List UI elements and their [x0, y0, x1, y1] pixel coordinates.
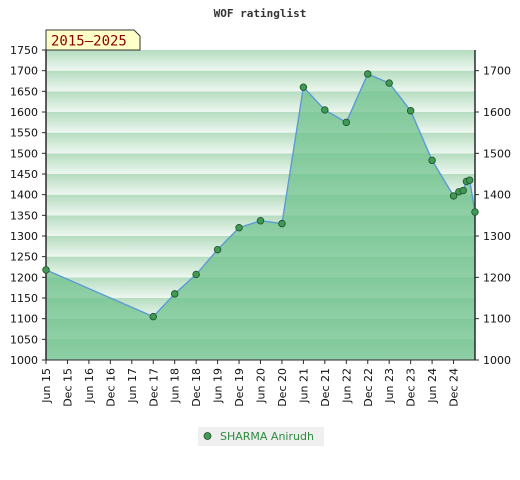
x-tick-label: Jun 15 [40, 368, 53, 404]
x-tick-label: Dec 16 [104, 368, 117, 407]
y-tick-label-left: 1400 [10, 189, 38, 202]
legend-series-name: SHARMA Anirudh [220, 430, 314, 443]
x-tick-label: Dec 24 [448, 368, 461, 407]
legend-box [198, 427, 324, 446]
y-tick-label-left: 1700 [10, 65, 38, 78]
y-tick-label-left: 1650 [10, 85, 38, 98]
legend-marker [203, 432, 212, 440]
data-point [170, 290, 179, 298]
y-tick-label-left: 1450 [10, 168, 38, 181]
x-tick-label: Dec 21 [319, 368, 332, 407]
y-tick-label-left: 1100 [10, 313, 38, 326]
area-fill [46, 73, 475, 361]
data-point [471, 208, 479, 216]
y-tick-label-left: 1550 [10, 127, 38, 140]
x-tick-label: Jun 18 [169, 368, 182, 404]
legend: SHARMA Anirudh [198, 427, 324, 446]
data-point [42, 266, 50, 274]
background-band [46, 70, 475, 92]
x-tick-label: Jun 21 [297, 368, 310, 404]
y-tick-label-right: 1200 [483, 271, 511, 284]
x-tick-label: Jun 24 [426, 368, 439, 404]
y-tick-label-right: 1000 [483, 354, 511, 367]
data-point [256, 217, 265, 225]
x-tick-label: Dec 17 [147, 368, 160, 407]
data-point [465, 176, 474, 184]
x-tick-label: Jun 23 [383, 368, 396, 404]
x-tick-label: Dec 19 [233, 368, 246, 407]
data-point [342, 118, 350, 127]
x-tick-label: Dec 18 [190, 368, 203, 407]
data-point [406, 107, 415, 115]
x-tick-label: Jun 17 [126, 368, 139, 404]
data-point [278, 219, 286, 228]
x-tick-label: Jun 19 [212, 368, 225, 404]
data-point [449, 192, 458, 200]
y-tick-label-left: 1050 [10, 333, 38, 346]
x-tick-label: Jun 22 [340, 368, 353, 404]
y-tick-label-right: 1600 [483, 106, 511, 119]
badge-box [45, 29, 141, 51]
y-tick-label-right: 1100 [483, 313, 511, 326]
data-point [235, 224, 243, 232]
y-tick-label-right: 1500 [483, 147, 511, 160]
chart-title: WOF ratinglist [214, 7, 307, 20]
data-points [42, 70, 479, 321]
date-range-badge: 2015–2025 [45, 29, 141, 51]
y-tick-label-left: 1500 [10, 147, 38, 160]
y-tick-label-left: 1150 [10, 292, 38, 305]
y-tick-label-right: 1300 [483, 230, 511, 243]
data-point [192, 270, 200, 279]
data-point [213, 245, 222, 254]
x-tick-label: Dec 20 [276, 368, 289, 407]
y-tick-label-left: 1200 [10, 271, 38, 284]
y-tick-label-right: 1400 [483, 189, 511, 202]
x-tick-label: Jun 16 [83, 368, 96, 404]
y-tick-label-left: 1300 [10, 230, 38, 243]
y-tick-label-left: 1750 [10, 44, 38, 57]
data-point [364, 70, 372, 78]
series-area [46, 73, 475, 361]
y-tick-label-left: 1350 [10, 209, 38, 222]
data-point [385, 79, 393, 87]
y-tick-label-left: 1600 [10, 106, 38, 119]
x-tick-label: Dec 22 [362, 368, 375, 407]
data-point [459, 186, 467, 195]
x-tick-label: Dec 23 [405, 368, 418, 407]
axes: 1000 1050 1100 1150 1200 1250 1300 1350 1400 1450… [10, 44, 511, 407]
x-tick-label: Dec 15 [61, 368, 74, 407]
data-point [299, 83, 308, 91]
data-point [321, 106, 329, 114]
y-tick-label-right: 1700 [483, 65, 511, 78]
data-point [428, 156, 436, 165]
y-tick-label-left: 1250 [10, 251, 38, 264]
badge-text: 2015–2025 [51, 34, 127, 50]
background-band [46, 50, 475, 71]
data-point [149, 312, 157, 321]
x-tick-label: Jun 20 [255, 368, 268, 404]
y-tick-label-left: 1000 [10, 354, 38, 367]
